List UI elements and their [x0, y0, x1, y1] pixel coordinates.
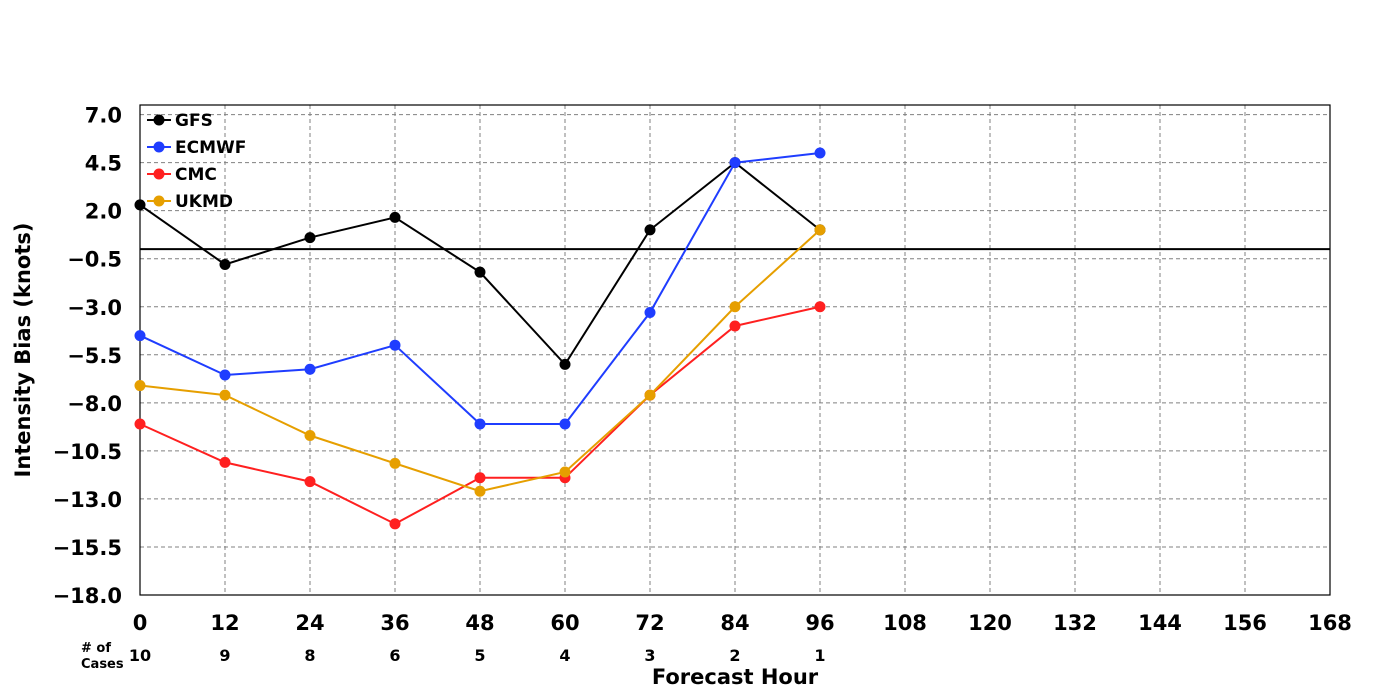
data-point: [729, 301, 741, 313]
legend-label: CMC: [175, 165, 217, 185]
legend-marker: [153, 168, 165, 180]
y-tick-label: 7.0: [85, 104, 122, 128]
data-point: [304, 476, 316, 488]
y-tick-label: −0.5: [67, 248, 122, 272]
case-count-label: 10: [129, 646, 151, 665]
x-tick-label: 156: [1223, 611, 1267, 635]
x-tick-label: 24: [295, 611, 324, 635]
data-point: [729, 157, 741, 169]
data-point: [644, 307, 656, 319]
data-point: [474, 485, 486, 497]
grid-lines: [140, 105, 1330, 595]
data-point: [134, 199, 146, 211]
legend-item-ukmd: UKMD: [147, 192, 233, 212]
data-point: [559, 466, 571, 478]
data-point: [134, 418, 146, 430]
data-point: [814, 147, 826, 159]
series-layer: [134, 147, 826, 530]
data-point: [389, 518, 401, 530]
data-point: [134, 380, 146, 392]
x-tick-label: 96: [805, 611, 834, 635]
data-point: [304, 430, 316, 442]
data-point: [219, 369, 231, 381]
data-point: [814, 224, 826, 236]
series-ukmd: [134, 224, 826, 497]
cases-title: Cases: [81, 657, 124, 672]
data-point: [729, 320, 741, 332]
data-point: [219, 389, 231, 401]
case-count-label: 6: [389, 646, 400, 665]
x-tick-label: 72: [635, 611, 664, 635]
data-point: [644, 389, 656, 401]
y-tick-label: 4.5: [85, 152, 122, 176]
data-point: [559, 358, 571, 370]
case-count-label: 5: [474, 646, 485, 665]
data-point: [389, 339, 401, 351]
x-tick-label: 60: [550, 611, 579, 635]
x-tick-label: 120: [968, 611, 1012, 635]
legend-label: UKMD: [175, 192, 233, 212]
y-tick-label: −8.0: [67, 392, 122, 416]
x-tick-label: 36: [380, 611, 409, 635]
y-tick-label: −5.5: [67, 344, 122, 368]
legend-item-gfs: GFS: [147, 111, 213, 131]
legend-item-ecmwf: ECMWF: [147, 138, 246, 158]
y-tick-label: −10.5: [53, 440, 122, 464]
x-tick-label: 108: [883, 611, 927, 635]
data-point: [474, 472, 486, 484]
data-point: [474, 418, 486, 430]
case-count-label: 1: [814, 646, 825, 665]
case-count-label: 4: [559, 646, 570, 665]
x-tick-label: 168: [1308, 611, 1352, 635]
data-point: [389, 211, 401, 223]
legend-marker: [153, 195, 165, 207]
legend-item-cmc: CMC: [147, 165, 217, 185]
x-tick-label: 12: [210, 611, 239, 635]
y-tick-label: −18.0: [53, 584, 122, 608]
legend-marker: [153, 141, 165, 153]
y-axis-title: Intensity Bias (knots): [11, 223, 35, 478]
data-point: [219, 456, 231, 468]
legend-label: GFS: [175, 111, 213, 131]
data-point: [559, 418, 571, 430]
case-count-label: 3: [644, 646, 655, 665]
data-point: [644, 224, 656, 236]
case-count-label: 8: [304, 646, 315, 665]
x-tick-label: 0: [133, 611, 148, 635]
data-point: [474, 266, 486, 278]
case-count-label: 9: [219, 646, 230, 665]
y-tick-label: −15.5: [53, 536, 122, 560]
y-tick-label: −13.0: [53, 488, 122, 512]
x-axis-title: Forecast Hour: [652, 665, 819, 689]
data-point: [304, 232, 316, 244]
data-point: [304, 363, 316, 375]
data-point: [389, 457, 401, 469]
case-count-label: 2: [729, 646, 740, 665]
x-tick-labels: 0 12 24 36 48 60 72 84 96 108 120 132 144 156 168: [133, 611, 1352, 635]
series-ecmwf: [134, 147, 826, 430]
data-point: [219, 258, 231, 270]
data-point: [134, 330, 146, 342]
x-tick-label: 144: [1138, 611, 1182, 635]
legend-marker: [153, 114, 165, 126]
plot-frame: [139, 104, 1331, 596]
y-tick-labels: 7.0 4.5 2.0 −0.5 −3.0 −5.5 −8.0 −10.5 −13.0 −15.5…: [53, 104, 122, 608]
x-tick-label: 48: [465, 611, 494, 635]
cases-title: # of: [81, 641, 111, 656]
legend: GFS ECMWF CMC UKMD: [147, 111, 246, 212]
y-tick-label: −3.0: [67, 296, 122, 320]
x-tick-label: 84: [720, 611, 749, 635]
legend-label: ECMWF: [175, 138, 246, 158]
y-tick-label: 2.0: [85, 200, 122, 224]
data-point: [814, 301, 826, 313]
x-tick-label: 132: [1053, 611, 1097, 635]
